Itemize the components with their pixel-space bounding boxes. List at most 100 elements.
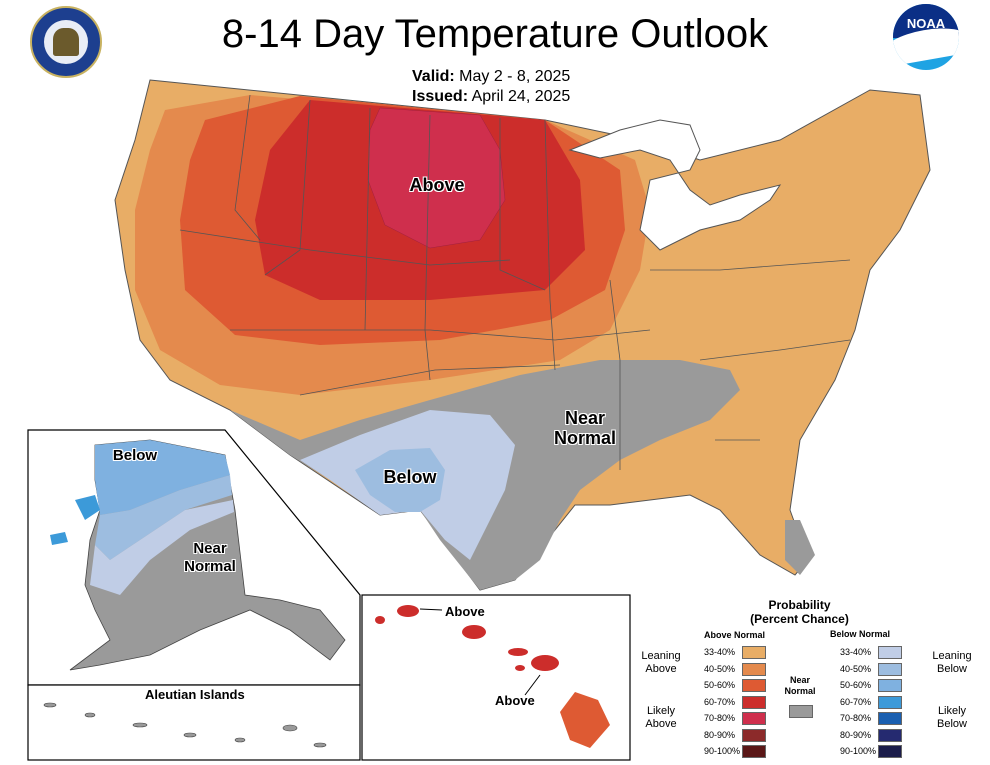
hawaii-islands — [375, 605, 610, 748]
alaska-below-40-50 — [95, 475, 232, 560]
legend-above-swatch — [742, 745, 766, 758]
noaa-logo-text: NOAA — [906, 16, 946, 31]
aleutian-islands-shapes — [43, 702, 327, 748]
legend-above-swatch — [742, 728, 766, 742]
legend-below-swatch — [878, 679, 902, 692]
issued-label: Issued: — [412, 88, 469, 105]
legend-below-swatch — [878, 695, 902, 709]
legend-above-range: 70-80% — [704, 713, 736, 723]
legend-below-range: 50-60% — [840, 680, 872, 690]
aleutian-box — [27, 684, 361, 761]
legend-above-swatch — [742, 646, 766, 659]
legend-above-swatch — [742, 662, 766, 676]
legend-above-row: 80-90% — [704, 728, 804, 742]
eagle-icon — [53, 28, 79, 56]
ak-near-l2: Normal — [184, 558, 236, 575]
conus-near-l1: Near — [564, 408, 606, 428]
legend-above-row: 40-50% — [704, 662, 804, 676]
legend-below-range: 70-80% — [840, 713, 872, 723]
legend-below-row: 90-100% — [840, 744, 940, 758]
legend-below-row: 60-70% — [840, 695, 940, 709]
legend-above-row: 70-80% — [704, 711, 804, 725]
legend-below-swatch — [878, 745, 902, 758]
hawaii-above-label-1: Above — [445, 604, 485, 619]
legend-above-swatch — [742, 712, 766, 725]
near-normal-swatch — [789, 705, 813, 718]
conus-below-40-50-region — [355, 448, 445, 512]
alaska-below-33-40 — [90, 500, 234, 595]
valid-label: Valid: — [412, 68, 455, 85]
alaska-below-label: Below — [112, 447, 158, 464]
noaa-logo-icon: NOAA — [893, 4, 959, 70]
legend-below-range: 60-70% — [840, 696, 872, 707]
legend-below-swatch — [878, 728, 902, 742]
leaning-above-l2: Above — [645, 663, 677, 675]
page-title: 8-14 Day Temperature Outlook — [221, 12, 769, 56]
legend-below-range: 33-40% — [840, 647, 872, 657]
alaska-below-50-60 — [95, 440, 230, 515]
likely-below-l2: Below — [937, 718, 967, 730]
legend-above-range: 80-90% — [704, 729, 736, 740]
legend-above-row: 50-60% — [704, 678, 804, 692]
legend-below-row: 50-60% — [840, 678, 940, 692]
above-normal-header: Above Normal — [704, 630, 766, 640]
legend-above-range: 50-60% — [704, 680, 736, 690]
aleutian-islands-label: Aleutian Islands — [145, 687, 245, 702]
likely-above-l1: Likely — [646, 705, 676, 717]
florida-near-normal-region — [785, 520, 815, 575]
leaning-below-l1: Leaning — [932, 650, 972, 662]
legend-below-range: 90-100% — [840, 746, 877, 756]
great-lakes — [568, 119, 782, 251]
alaska-island — [50, 532, 68, 545]
likely-above-l2: Above — [645, 718, 677, 730]
dept-commerce-seal-icon — [30, 6, 102, 78]
conus-70-80-region — [367, 107, 506, 249]
conus-near-normal-label: Near Normal — [545, 408, 625, 448]
legend-below-row: 80-90% — [840, 728, 940, 742]
legend-above-row: 90-100% — [704, 744, 804, 758]
legend-below-swatch — [878, 662, 902, 676]
hawaii-above-label-2: Above — [495, 693, 535, 708]
legend-above-range: 90-100% — [704, 746, 741, 756]
legend-above-range: 40-50% — [704, 663, 736, 674]
state-boundaries — [179, 94, 851, 470]
near-l2: Normal — [784, 686, 816, 696]
legend-title: Probability (Percent Chance) — [717, 598, 882, 626]
leaning-above-l1: Leaning — [641, 650, 681, 662]
legend-above-range: 60-70% — [704, 696, 736, 707]
leaning-below-label: Leaning Below — [922, 650, 982, 676]
legend-above-swatch — [742, 679, 766, 692]
legend-below-swatch — [878, 712, 902, 725]
leaning-above-label: Leaning Above — [634, 650, 688, 676]
legend-above-range: 33-40% — [704, 647, 736, 657]
issued-value: April 24, 2025 — [471, 88, 571, 105]
issued-line: Issued: April 24, 2025 — [412, 87, 570, 107]
conus-below-label: Below — [383, 467, 437, 487]
alaska-below-60-70 — [75, 495, 100, 520]
legend-below-swatch — [878, 646, 902, 659]
near-l1: Near — [789, 675, 810, 685]
valid-value: May 2 - 8, 2025 — [459, 68, 571, 85]
likely-above-label: Likely Above — [634, 705, 688, 731]
legend-below-row: 70-80% — [840, 711, 940, 725]
legend-below-range: 80-90% — [840, 729, 872, 740]
probability-legend: Probability (Percent Chance) Above Norma… — [632, 595, 987, 763]
validity-block: Valid: May 2 - 8, 2025 Issued: April 24,… — [412, 67, 570, 107]
likely-below-l1: Likely — [937, 705, 967, 717]
alaska-near-normal-label: Near Normal — [170, 540, 250, 576]
legend-below-range: 40-50% — [840, 663, 872, 674]
legend-title-l2: (Percent Chance) — [750, 612, 849, 626]
conus-near-l2: Normal — [553, 428, 616, 448]
leaning-below-l2: Below — [937, 663, 967, 675]
below-normal-header: Below Normal — [830, 629, 891, 639]
legend-below-row: 40-50% — [840, 662, 940, 676]
likely-below-label: Likely Below — [922, 705, 982, 731]
valid-line: Valid: May 2 - 8, 2025 — [412, 67, 570, 87]
legend-above-row: 33-40% — [704, 645, 804, 659]
ak-near-l1: Near — [193, 540, 227, 557]
legend-title-l1: Probability — [768, 598, 831, 612]
legend-above-row: 60-70% — [704, 695, 804, 709]
legend-above-swatch — [742, 695, 766, 709]
